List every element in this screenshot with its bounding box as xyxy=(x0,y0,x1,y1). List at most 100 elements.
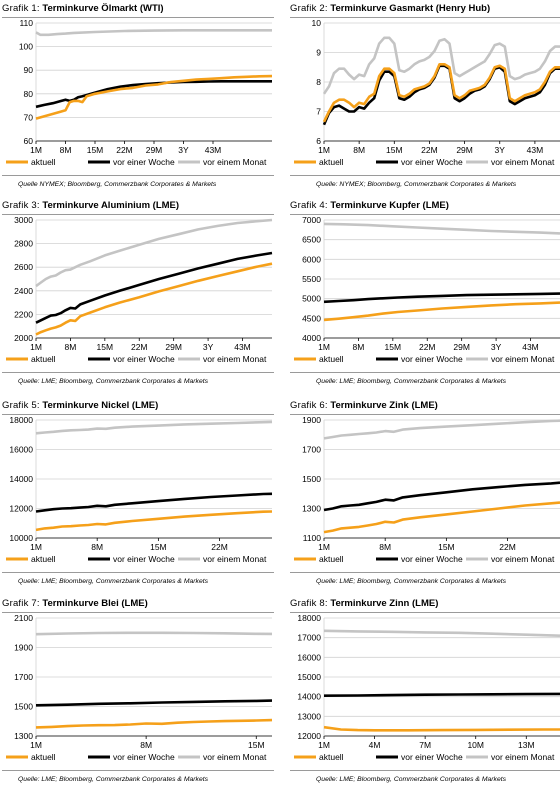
chart-number: Grafik 1: xyxy=(2,3,40,14)
y-tick-label: 12000 xyxy=(297,731,321,741)
legend-label: vor einem Monat xyxy=(203,354,267,364)
legend-label: vor einer Woche xyxy=(401,157,463,167)
x-tick-label: 3Y xyxy=(203,342,214,352)
x-tick-label: 15M xyxy=(97,342,114,352)
legend-label: aktuell xyxy=(31,354,56,364)
chart-number: Grafik 7: xyxy=(2,598,40,609)
chart-title: Grafik 3: Terminkurve Aluminium (LME) xyxy=(2,200,179,211)
y-tick-label: 1300 xyxy=(302,504,321,514)
x-tick-label: 1M xyxy=(30,342,42,352)
y-tick-label: 3000 xyxy=(14,215,33,225)
x-tick-label: 29M xyxy=(146,145,163,155)
y-tick-label: 2200 xyxy=(14,309,33,319)
x-tick-label: 8M xyxy=(60,145,72,155)
line-chart: 4000 4500 5000 5500 6000 6500 7000 1M 8M 15M 22M 29… xyxy=(294,215,560,364)
chart-title-text: Terminkurve Zink (LME) xyxy=(330,400,438,411)
x-tick-label: 15M xyxy=(248,740,265,750)
line-chart: 6 7 8 9 10 1M 8M 15M 22M 29M 3Y 43M aktuell vor einer… xyxy=(294,18,560,167)
chart-title-text: Terminkurve Gasmarkt (Henry Hub) xyxy=(330,3,491,14)
source-rule xyxy=(290,572,560,573)
x-tick-label: 1M xyxy=(30,542,42,552)
series-line-aktuell xyxy=(323,301,560,322)
y-tick-label: 2600 xyxy=(14,262,33,272)
y-tick-label: 13000 xyxy=(297,711,321,721)
y-tick-label: 5000 xyxy=(302,294,321,304)
legend-label: aktuell xyxy=(319,554,344,564)
source-note: Quelle: LME; Bloomberg, Commerzbank Corp… xyxy=(18,378,209,385)
chart-title: Grafik 6: Terminkurve Zink (LME) xyxy=(290,400,438,411)
series-line-vor-monat xyxy=(323,419,560,440)
y-tick-label: 2100 xyxy=(14,613,33,623)
chart-panel-1: Grafik 1: Terminkurve Ölmarkt (WTI) 60 70 8… xyxy=(2,3,274,193)
x-tick-label: 1M xyxy=(318,145,330,155)
y-tick-label: 6500 xyxy=(302,235,321,245)
x-tick-label: 13M xyxy=(518,740,535,750)
legend-label: vor einer Woche xyxy=(113,354,175,364)
chart-number: Grafik 5: xyxy=(2,400,40,411)
title-rule xyxy=(2,414,274,415)
x-tick-label: 8M xyxy=(140,740,152,750)
line-chart: 2000 2200 2400 2600 2800 3000 1M 8M 15M 22M 29M 3Y 4… xyxy=(6,215,273,364)
source-rule xyxy=(290,372,560,373)
x-tick-label: 15M xyxy=(150,542,167,552)
chart-title: Grafik 1: Terminkurve Ölmarkt (WTI) xyxy=(2,3,164,14)
y-tick-label: 110 xyxy=(19,18,33,28)
source-note: Quelle: NYMEX; Bloomberg, Commerzbank Co… xyxy=(316,181,517,188)
x-tick-label: 8M xyxy=(91,542,103,552)
source-rule xyxy=(2,572,274,573)
title-rule xyxy=(290,612,560,613)
chart-number: Grafik 2: xyxy=(290,3,328,14)
chart-panel-2: Grafik 2: Terminkurve Gasmarkt (Henry Hu… xyxy=(290,3,560,193)
chart-title: Grafik 5: Terminkurve Nickel (LME) xyxy=(2,400,158,411)
title-rule xyxy=(290,214,560,215)
source-note: Quelle: LME; Bloomberg, Commerzbank Corp… xyxy=(18,578,209,585)
y-tick-label: 4500 xyxy=(302,313,321,323)
y-tick-label: 14000 xyxy=(297,692,321,702)
y-tick-label: 1500 xyxy=(14,702,33,712)
y-tick-label: 5500 xyxy=(302,274,321,284)
y-tick-label: 2400 xyxy=(14,286,33,296)
y-tick-label: 100 xyxy=(19,42,33,52)
legend-label: vor einer Woche xyxy=(401,752,463,762)
x-tick-label: 4M xyxy=(369,740,381,750)
x-tick-label: 43M xyxy=(522,342,539,352)
x-tick-label: 29M xyxy=(453,342,470,352)
series-line-aktuell xyxy=(323,501,560,534)
y-tick-label: 15000 xyxy=(297,672,321,682)
legend-label: vor einem Monat xyxy=(203,554,267,564)
y-tick-label: 12000 xyxy=(9,504,33,514)
y-tick-label: 4000 xyxy=(302,333,321,343)
x-tick-label: 22M xyxy=(116,145,133,155)
chart-number: Grafik 4: xyxy=(290,200,328,211)
x-tick-label: 8M xyxy=(379,542,391,552)
x-tick-label: 15M xyxy=(87,145,104,155)
y-tick-label: 7000 xyxy=(302,215,321,225)
series-line-vor-monat xyxy=(323,222,560,235)
legend-label: vor einem Monat xyxy=(203,752,267,762)
source-rule xyxy=(290,175,560,176)
chart-panel-4: Grafik 4: Terminkurve Kupfer (LME) 4000 45… xyxy=(290,200,560,390)
y-tick-label: 18000 xyxy=(297,613,321,623)
x-tick-label: 8M xyxy=(353,342,365,352)
x-tick-label: 22M xyxy=(131,342,148,352)
series-line-vor-monat xyxy=(35,420,273,435)
legend-label: aktuell xyxy=(319,157,344,167)
series-line-vor-woche xyxy=(323,292,560,304)
chart-number: Grafik 6: xyxy=(290,400,328,411)
legend-label: vor einer Woche xyxy=(113,157,175,167)
legend-label: vor einem Monat xyxy=(491,554,555,564)
y-tick-label: 10 xyxy=(312,18,322,28)
source-rule xyxy=(290,770,560,771)
y-tick-label: 7 xyxy=(316,107,321,117)
x-tick-label: 3Y xyxy=(495,145,506,155)
legend-label: vor einem Monat xyxy=(203,157,267,167)
x-tick-label: 8M xyxy=(65,342,77,352)
y-tick-label: 90 xyxy=(24,65,34,75)
y-tick-label: 1700 xyxy=(302,445,321,455)
x-tick-label: 15M xyxy=(385,342,402,352)
x-tick-label: 29M xyxy=(165,342,182,352)
chart-panel-3: Grafik 3: Terminkurve Aluminium (LME) 200… xyxy=(2,200,274,390)
legend-label: vor einem Monat xyxy=(491,157,555,167)
line-chart: 12000 13000 14000 15000 16000 17000 18000 1M 4M 7… xyxy=(294,613,560,762)
legend-label: vor einer Woche xyxy=(401,554,463,564)
